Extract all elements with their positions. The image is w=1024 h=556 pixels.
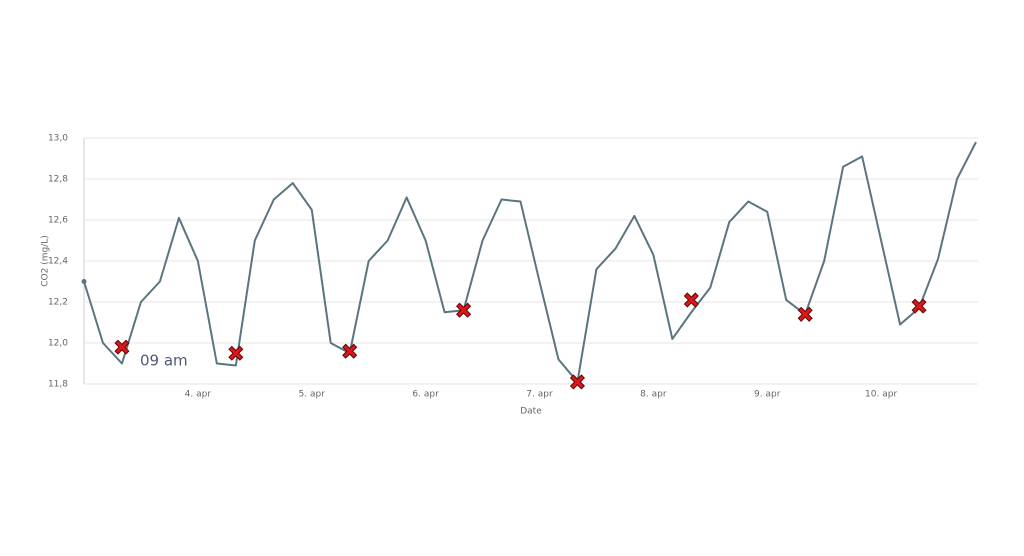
anomaly-marker-fill [685,293,698,307]
x-tick-label: 6. apr [412,390,439,400]
anomaly-marker-fill [343,345,356,358]
y-tick-label: 12,6 [48,216,68,226]
x-tick-label: 7. apr [526,390,553,400]
x-tick-label: 4. apr [185,390,212,400]
y-tick-label: 13,0 [48,134,68,144]
x-tick-label: 10. apr [865,390,897,400]
start-point [81,279,87,284]
y-tick-label: 12,4 [48,257,68,267]
anomaly-marker-fill [571,375,584,389]
anomaly-marker-fill [799,308,812,321]
y-tick-label: 11,8 [48,380,68,390]
x-tick-label: 8. apr [640,390,667,400]
y-tick-label: 12,8 [48,175,68,185]
x-tick-label: 5. apr [299,390,326,400]
anomaly-marker-fill [115,340,129,354]
data-line [83,141,977,383]
anomaly-marker-fill [912,299,926,313]
x-axis-title: Date [520,407,542,417]
y-axis-title: CO2 (mg/L) [41,235,51,287]
y-tick-label: 12,2 [48,298,68,308]
x-tick-label: 9. apr [754,390,781,400]
annotation: 09 am [140,352,188,370]
y-tick-label: 12,0 [48,339,68,349]
anomaly-marker-fill [229,347,242,360]
anomaly-marker-fill [457,304,470,317]
